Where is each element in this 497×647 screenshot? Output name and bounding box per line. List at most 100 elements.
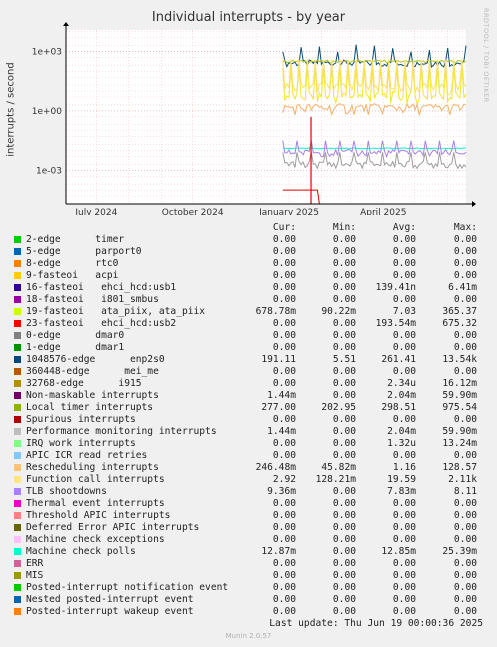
legend-series-name: 5-edge parport0 [26, 246, 142, 257]
legend-value-max: 25.39m [442, 546, 477, 557]
legend-value-avg: 19.59 [387, 474, 416, 485]
legend-row: Deferred Error APIC interrupts 0.00 0.00 0.… [0, 522, 497, 534]
legend-series-name: 16-fasteoi ehci_hcd:usb1 [26, 282, 177, 293]
chart-plot: 1e-03 1e+00 1e+03 July 2024 October 2024 Janu… [32, 22, 476, 215]
legend-value-min: 0.00 [332, 318, 356, 329]
legend-value-avg: 7.83m [387, 486, 416, 497]
legend-value-avg: 0.00 [392, 366, 416, 377]
legend-value-avg: 0.00 [392, 342, 416, 353]
legend-swatch [14, 236, 21, 243]
legend-value-avg: 193.54m [375, 318, 416, 329]
legend-value-avg: 2.34u [387, 378, 416, 389]
legend-row: 2-edge timer 0.00 0.00 0.00 0.00 [0, 234, 497, 246]
legend-header-avg: Avg: [392, 222, 416, 233]
legend-value-cur: 0.00 [272, 366, 296, 377]
legend-value-min: 0.00 [332, 582, 356, 593]
series-line [282, 147, 467, 150]
legend-value-avg: 0.00 [392, 258, 416, 269]
munin-version: Munin 2.0.57 [225, 632, 272, 640]
legend-series-name: Posted-interrupt wakeup event [26, 606, 194, 617]
legend-series-name: APIC ICR read retries [26, 450, 148, 461]
legend-value-avg: 0.00 [392, 270, 416, 281]
legend-value-min: 0.00 [332, 390, 356, 401]
legend-value-cur: 0.00 [272, 294, 296, 305]
legend-swatch [14, 404, 21, 411]
legend-row: 8-edge rtc0 0.00 0.00 0.00 0.00 [0, 258, 497, 270]
legend-series-name: Local timer interrupts [26, 402, 154, 413]
legend-value-max: 365.37 [442, 306, 477, 317]
legend-value-min: 0.00 [332, 414, 356, 425]
legend-value-min: 0.00 [332, 294, 356, 305]
legend-value-avg: 0.00 [392, 246, 416, 257]
legend-value-avg: 0.00 [392, 594, 416, 605]
legend-value-min: 0.00 [332, 330, 356, 341]
legend-value-max: 0.00 [453, 270, 477, 281]
legend-swatch [14, 428, 21, 435]
legend-value-max: 0.00 [453, 258, 477, 269]
legend-value-avg: 0.00 [392, 234, 416, 245]
legend-value-min: 0.00 [332, 270, 356, 281]
legend-row: Machine check exceptions 0.00 0.00 0.00 0.00 [0, 534, 497, 546]
legend-value-max: 0.00 [453, 366, 477, 377]
legend-row: Non-maskable interrupts 1.44m 0.00 2.04m 59.… [0, 390, 497, 402]
legend-value-cur: 277.00 [261, 402, 296, 413]
legend-swatch [14, 596, 21, 603]
legend-series-name: Posted-interrupt notification event [26, 582, 229, 593]
legend-value-avg: 0.00 [392, 510, 416, 521]
legend-value-cur: 0.00 [272, 606, 296, 617]
legend-value-min: 0.00 [332, 594, 356, 605]
legend-row: TLB shootdowns 9.36m 0.00 7.83m 8.11 [0, 486, 497, 498]
legend-value-avg: 0.00 [392, 534, 416, 545]
legend-header-max: Max: [453, 222, 477, 233]
legend-series-name: 18-fasteoi i801_smbus [26, 294, 159, 305]
legend-swatch [14, 296, 21, 303]
legend-row: Posted-interrupt wakeup event 0.00 0.00 0.0… [0, 606, 497, 618]
legend-swatch [14, 584, 21, 591]
legend-swatch [14, 344, 21, 351]
legend-value-max: 975.54 [442, 402, 477, 413]
legend-row: Spurious interrupts 0.00 0.00 0.00 0.00 [0, 414, 497, 426]
legend-value-max: 675.32 [442, 318, 477, 329]
legend-value-max: 6.41m [448, 282, 477, 293]
x-axis-arrow [472, 201, 476, 207]
legend-value-avg: 0.00 [392, 294, 416, 305]
legend-value-cur: 9.36m [267, 486, 296, 497]
legend-series-name: ERR [26, 558, 44, 569]
legend-value-cur: 0.00 [272, 330, 296, 341]
legend-value-max: 16.12m [442, 378, 477, 389]
legend-value-cur: 0.00 [272, 498, 296, 509]
legend-value-max: 0.00 [453, 294, 477, 305]
legend-row: MIS 0.00 0.00 0.00 0.00 [0, 570, 497, 582]
legend-value-min: 90.22m [321, 306, 356, 317]
legend-row: 1-edge dmar1 0.00 0.00 0.00 0.00 [0, 342, 497, 354]
legend-series-name: Function call interrupts [26, 474, 165, 485]
legend-value-min: 0.00 [332, 606, 356, 617]
legend-swatch [14, 536, 21, 543]
series-line [282, 59, 467, 64]
legend-row: Machine check polls 12.87m 0.00 12.85m 25.39… [0, 546, 497, 558]
legend-value-avg: 0.00 [392, 330, 416, 341]
legend-value-cur: 0.00 [272, 570, 296, 581]
legend-value-max: 8.11 [453, 486, 477, 497]
legend-row: ERR 0.00 0.00 0.00 0.00 [0, 558, 497, 570]
legend-series-name: Non-maskable interrupts [26, 390, 159, 401]
legend-value-avg: 1.32u [387, 438, 416, 449]
legend-swatch [14, 464, 21, 471]
legend-row: Rescheduling interrupts 246.48m 45.82m 1.16… [0, 462, 497, 474]
legend-series-name: Deferred Error APIC interrupts [26, 522, 200, 533]
legend-value-cur: 0.00 [272, 558, 296, 569]
legend-value-max: 0.00 [453, 246, 477, 257]
y-tick-label: 1e-03 [36, 166, 62, 176]
y-axis-arrow [63, 22, 69, 26]
legend-value-min: 0.00 [332, 282, 356, 293]
legend-row: Local timer interrupts 277.00 202.95 298.51… [0, 402, 497, 414]
legend-row: 1048576-edge enp2s0 191.11 5.51 261.41 13.54… [0, 354, 497, 366]
legend-series-name: 8-edge rtc0 [26, 258, 119, 269]
series-line [282, 140, 467, 159]
legend-value-cur: 0.00 [272, 510, 296, 521]
legend-value-min: 0.00 [332, 558, 356, 569]
legend-series-name: Thermal event interrupts [26, 498, 165, 509]
legend-value-avg: 1.16 [392, 462, 416, 473]
legend-value-avg: 7.03 [392, 306, 416, 317]
legend-value-cur: 0.00 [272, 378, 296, 389]
